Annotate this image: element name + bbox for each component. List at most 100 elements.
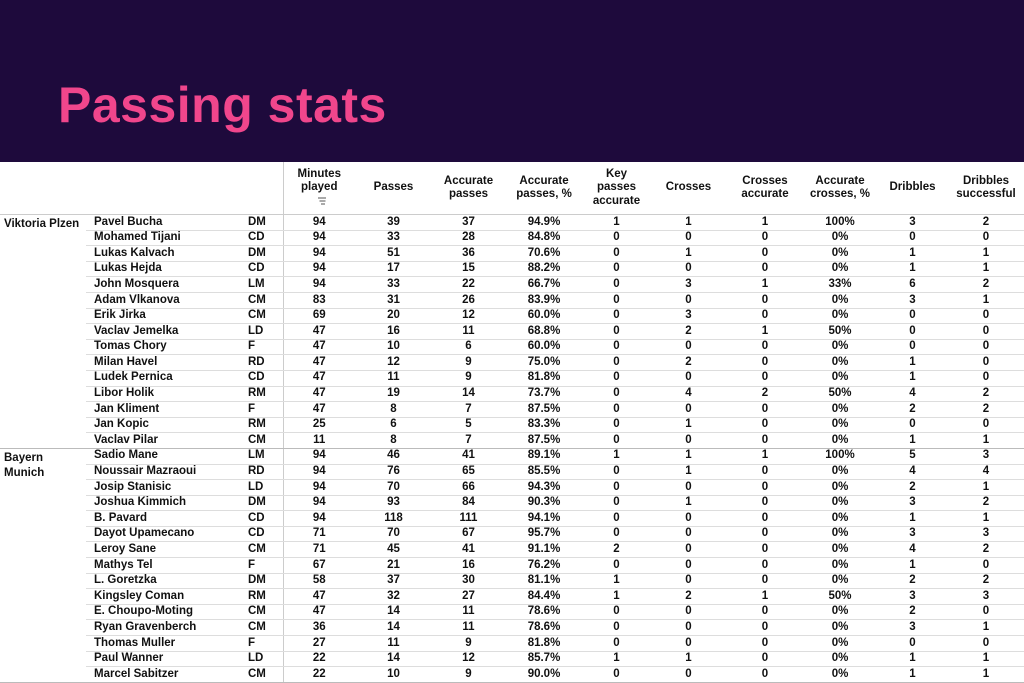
stat-cell: 47 xyxy=(283,354,355,371)
player-name: Vaclav Pilar xyxy=(86,432,246,449)
stat-cell: 76 xyxy=(355,464,432,481)
player-row: Vaclav Pilar CM 11 8 7 87.5% 0 0 0 0% 1 1 xyxy=(0,432,1024,449)
stat-cell: 60.0% xyxy=(505,308,583,325)
player-name: Jan Kopic xyxy=(86,417,246,434)
stat-cell: 12 xyxy=(432,651,505,668)
stat-cell: 0% xyxy=(803,495,877,512)
stat-cell: 3 xyxy=(877,588,948,605)
stat-cell: 94 xyxy=(283,214,355,231)
stat-cell: 94 xyxy=(283,448,355,465)
stat-cell: 94 xyxy=(283,495,355,512)
column-header: Accurate passes, % xyxy=(505,162,583,215)
position: LM xyxy=(246,276,284,293)
stat-cell: 0 xyxy=(583,386,650,403)
stat-cell: 0 xyxy=(650,261,727,278)
column-header-text: Dribbles successful xyxy=(956,174,1016,200)
stat-cell: 41 xyxy=(432,448,505,465)
stat-cell: 0 xyxy=(583,354,650,371)
column-header: Minutes played xyxy=(282,162,355,215)
position: F xyxy=(246,401,284,418)
stat-cell: 1 xyxy=(877,651,948,668)
stat-cell: 0 xyxy=(877,339,948,356)
stat-cell: 94.3% xyxy=(505,479,583,496)
player-row: John Mosquera LM 94 33 22 66.7% 0 3 1 33% 6 2 xyxy=(0,276,1024,293)
stat-cell: 0 xyxy=(948,417,1024,434)
player-name: Jan Kliment xyxy=(86,401,246,418)
stat-cell: 1 xyxy=(877,370,948,387)
stat-cell: 0 xyxy=(727,401,803,418)
stat-cell: 0% xyxy=(803,619,877,637)
player-name: L. Goretzka xyxy=(86,573,246,590)
player-row: Joshua Kimmich DM 94 93 84 90.3% 0 1 0 0% 3 2 xyxy=(0,495,1024,512)
player-row: Libor Holik RM 47 19 14 73.7% 0 4 2 50% 4 2 xyxy=(0,386,1024,403)
stat-cell: 2 xyxy=(650,588,727,605)
stat-cell: 0 xyxy=(727,370,803,387)
stat-cell: 0 xyxy=(877,230,948,247)
stat-cell: 83 xyxy=(283,292,355,309)
stat-cell: 45 xyxy=(355,541,432,559)
stat-cell: 0 xyxy=(583,370,650,387)
position: F xyxy=(246,339,284,356)
column-header: Key passes accurate xyxy=(583,162,650,215)
stat-cell: 0 xyxy=(650,666,727,683)
stat-cell: 36 xyxy=(432,245,505,262)
player-name: B. Pavard xyxy=(86,510,246,527)
position: CD xyxy=(246,230,284,247)
stat-cell: 47 xyxy=(283,323,355,340)
sort-icon[interactable] xyxy=(317,197,327,205)
stat-cell: 0 xyxy=(877,635,948,652)
column-header-text: Crosses xyxy=(665,181,712,194)
stat-cell: 111 xyxy=(432,510,505,527)
stat-cell: 1 xyxy=(650,651,727,668)
stat-cell: 81.8% xyxy=(505,370,583,387)
stat-cell: 0% xyxy=(803,557,877,574)
stat-cell: 1 xyxy=(877,261,948,278)
stat-cell: 9 xyxy=(432,370,505,387)
stat-cell: 27 xyxy=(432,588,505,605)
stat-cell: 90.0% xyxy=(505,666,583,683)
player-row: Lukas Kalvach DM 94 51 36 70.6% 0 1 0 0% 1 1 xyxy=(0,245,1024,262)
player-name: Milan Havel xyxy=(86,354,246,371)
stat-cell: 33 xyxy=(355,230,432,247)
player-name: Vaclav Jemelka xyxy=(86,323,246,340)
stat-cell: 22 xyxy=(432,276,505,293)
stat-cell: 94 xyxy=(283,464,355,481)
stat-cell: 2 xyxy=(948,401,1024,418)
stat-cell: 1 xyxy=(948,651,1024,668)
player-row: B. Pavard CD 94 118 111 94.1% 0 0 0 0% 1 1 xyxy=(0,510,1024,527)
stat-cell: 3 xyxy=(877,526,948,543)
player-row: Ryan Gravenberch CM 36 14 11 78.6% 0 0 0 0% 3 1 xyxy=(0,619,1024,637)
stat-cell: 2 xyxy=(877,479,948,496)
stat-cell: 0 xyxy=(650,479,727,496)
stat-cell: 31 xyxy=(355,292,432,309)
stat-cell: 0 xyxy=(727,354,803,371)
stat-cell: 94 xyxy=(283,230,355,247)
stat-cell: 0 xyxy=(727,666,803,683)
stat-cell: 0 xyxy=(948,557,1024,574)
stat-cell: 95.7% xyxy=(505,526,583,543)
stat-cell: 9 xyxy=(432,354,505,371)
stat-cell: 6 xyxy=(432,339,505,356)
stat-cell: 0 xyxy=(727,526,803,543)
stat-cell: 1 xyxy=(650,448,727,465)
column-header-text: Crosses accurate xyxy=(741,174,789,200)
stat-cell: 9 xyxy=(432,666,505,683)
stat-cell: 46 xyxy=(355,448,432,465)
stat-cell: 19 xyxy=(355,386,432,403)
stat-cell: 22 xyxy=(283,666,355,683)
stat-cell: 3 xyxy=(650,308,727,325)
header-row: Minutes played Passes Accurate passes Accur… xyxy=(0,162,1024,215)
stat-cell: 11 xyxy=(432,619,505,637)
stat-cell: 0% xyxy=(803,370,877,387)
stat-cell: 39 xyxy=(355,214,432,231)
stat-cell: 0 xyxy=(727,495,803,512)
stat-cell: 1 xyxy=(650,495,727,512)
stat-cell: 9 xyxy=(432,635,505,652)
position: DM xyxy=(246,573,284,590)
stat-cell: 0 xyxy=(583,526,650,543)
position: CM xyxy=(246,541,284,559)
column-header-text: Accurate passes xyxy=(443,174,494,200)
stat-cell: 1 xyxy=(583,651,650,668)
column-header: Dribbles xyxy=(877,162,948,215)
